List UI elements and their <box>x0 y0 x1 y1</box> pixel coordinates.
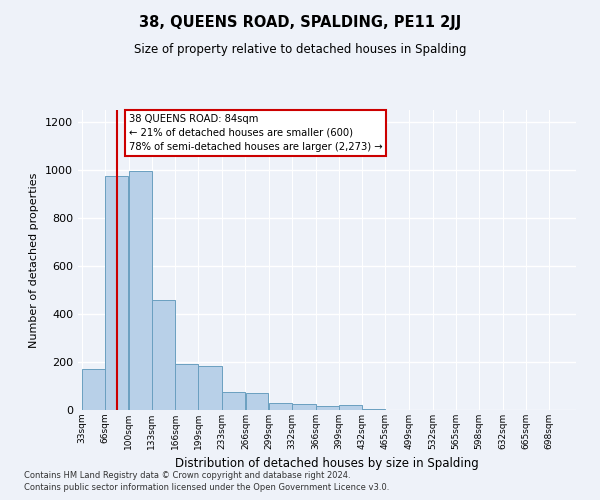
X-axis label: Distribution of detached houses by size in Spalding: Distribution of detached houses by size … <box>175 458 479 470</box>
Bar <box>82 369 104 410</box>
Bar <box>129 171 152 410</box>
Text: 38, QUEENS ROAD, SPALDING, PE11 2JJ: 38, QUEENS ROAD, SPALDING, PE11 2JJ <box>139 15 461 30</box>
Text: 38 QUEENS ROAD: 84sqm
← 21% of detached houses are smaller (600)
78% of semi-det: 38 QUEENS ROAD: 84sqm ← 21% of detached … <box>128 114 382 152</box>
Bar <box>292 404 316 410</box>
Bar <box>362 409 385 410</box>
Bar <box>269 403 292 410</box>
Bar <box>316 406 339 410</box>
Bar <box>199 366 222 410</box>
Bar <box>175 364 198 410</box>
Y-axis label: Number of detached properties: Number of detached properties <box>29 172 40 348</box>
Text: Contains public sector information licensed under the Open Government Licence v3: Contains public sector information licen… <box>24 484 389 492</box>
Bar <box>339 405 362 410</box>
Bar <box>223 392 245 410</box>
Bar <box>152 300 175 410</box>
Bar <box>105 176 128 410</box>
Text: Size of property relative to detached houses in Spalding: Size of property relative to detached ho… <box>134 42 466 56</box>
Bar <box>245 393 268 410</box>
Text: Contains HM Land Registry data © Crown copyright and database right 2024.: Contains HM Land Registry data © Crown c… <box>24 471 350 480</box>
